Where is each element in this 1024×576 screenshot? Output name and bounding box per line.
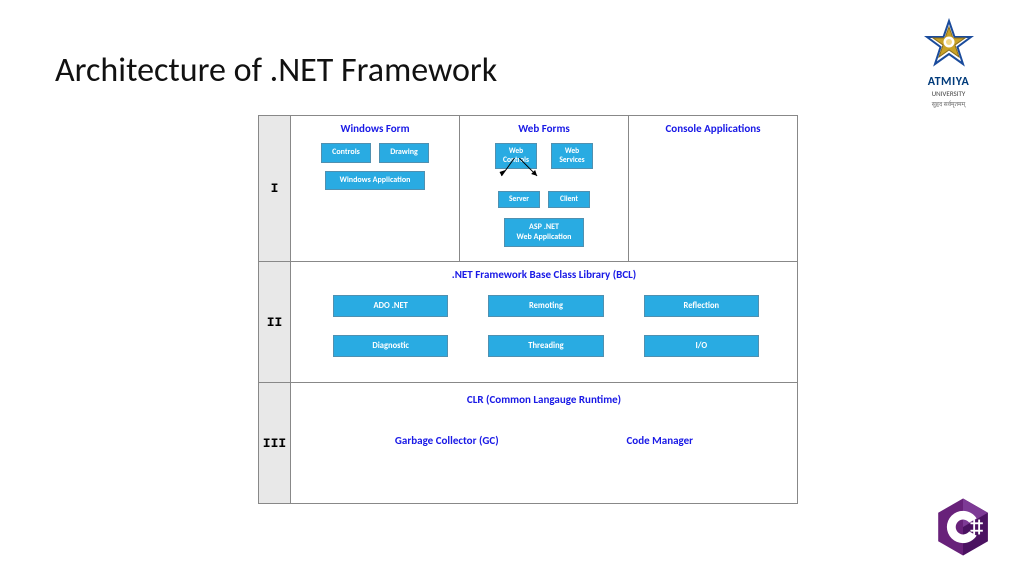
star-icon bbox=[924, 18, 974, 68]
slide-title: Architecture of .NET Framework bbox=[55, 50, 497, 91]
university-name: ATMIYA bbox=[911, 75, 986, 89]
chip-reflection: Reflection bbox=[644, 295, 759, 317]
university-sub: UNIVERSITY bbox=[911, 89, 986, 98]
chip-threading: Threading bbox=[488, 335, 603, 357]
roman-1: I bbox=[259, 116, 291, 261]
chip-asp-net: ASP .NET Web Application bbox=[504, 218, 584, 247]
bcl-title: .NET Framework Base Class Library (BCL) bbox=[301, 268, 787, 281]
csharp-icon bbox=[932, 496, 994, 558]
col-windows-form: Windows Form Controls Drawing Windows Ap… bbox=[291, 116, 460, 261]
chip-windows-app: Windows Application bbox=[325, 171, 425, 191]
university-logo: ATMIYA UNIVERSITY सुहृद सर्वमृतमम् bbox=[911, 18, 986, 108]
university-tagline: सुहृद सर्वमृतमम् bbox=[911, 100, 986, 108]
chip-server: Server bbox=[498, 191, 540, 208]
layer-1: I Windows Form Controls Drawing Windows … bbox=[259, 116, 797, 262]
chip-drawing: Drawing bbox=[379, 143, 429, 163]
clr-title: CLR (Common Langauge Runtime) bbox=[301, 393, 787, 406]
chip-diagnostic: Diagnostic bbox=[333, 335, 448, 357]
col-console: Console Applications bbox=[629, 116, 797, 261]
layer-3: III CLR (Common Langauge Runtime) Garbag… bbox=[259, 383, 797, 503]
architecture-diagram: I Windows Form Controls Drawing Windows … bbox=[258, 115, 798, 504]
chip-ado-net: ADO .NET bbox=[333, 295, 448, 317]
col-title: Windows Form bbox=[297, 122, 453, 135]
chip-web-controls: Web Controls bbox=[495, 143, 537, 169]
chip-io: I/O bbox=[644, 335, 759, 357]
chip-remoting: Remoting bbox=[488, 295, 603, 317]
chip-controls: Controls bbox=[321, 143, 371, 163]
col-title: Console Applications bbox=[635, 122, 791, 135]
clr-gc: Garbage Collector (GC) bbox=[395, 434, 499, 447]
clr-code-manager: Code Manager bbox=[626, 434, 693, 447]
chip-client: Client bbox=[548, 191, 590, 208]
col-web-forms: Web Forms Web Controls Web Services Serv… bbox=[460, 116, 629, 261]
col-title: Web Forms bbox=[466, 122, 622, 135]
chip-web-services: Web Services bbox=[551, 143, 593, 169]
roman-3: III bbox=[259, 383, 291, 503]
roman-2: II bbox=[259, 262, 291, 382]
layer-2: II .NET Framework Base Class Library (BC… bbox=[259, 262, 797, 383]
